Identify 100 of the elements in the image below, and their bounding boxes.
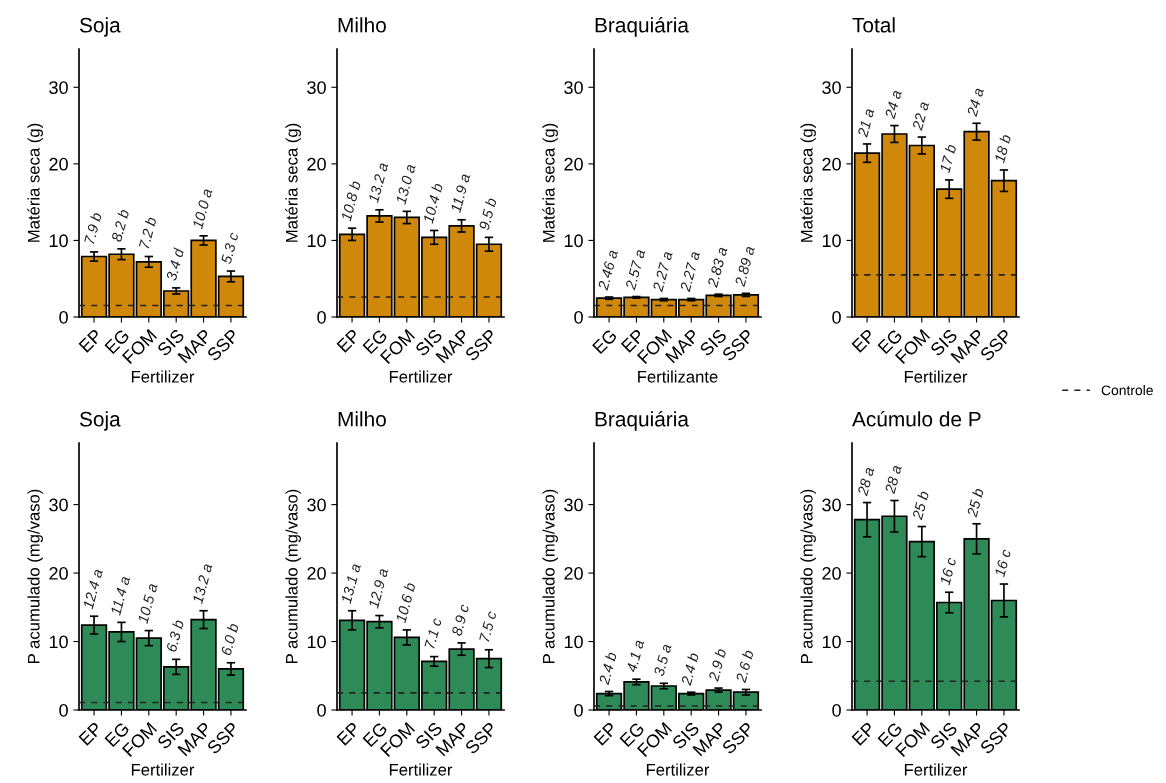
y-axis-title: P acumulado (mg/vaso) (800, 489, 816, 663)
data-label: 13.2 a (192, 563, 213, 605)
data-label: 2.4 b (598, 651, 617, 686)
data-label: 12.4 a (82, 568, 103, 610)
x-axis-title: Fertilizer (389, 763, 453, 776)
data-label: 2.9 b (707, 648, 727, 682)
data-label: 10.8 b (340, 180, 361, 222)
data-label: 16 c (994, 548, 1012, 578)
data-label: 11.9 a (450, 173, 471, 214)
data-label: 17 b (939, 143, 957, 174)
y-tick-label: 0 (832, 310, 841, 324)
data-label: 10.5 a (137, 582, 158, 624)
y-tick-label: 0 (574, 310, 583, 324)
y-tick-label: 10 (49, 635, 68, 649)
y-tick-label: 0 (59, 310, 68, 324)
data-label: 7.9 b (83, 211, 102, 245)
x-tick-label: SSP (979, 328, 1013, 362)
data-label: 28 a (884, 464, 902, 495)
data-label: 2.89 a (734, 245, 755, 288)
chart-title: Soja (79, 411, 121, 431)
data-label: 2.46 a (597, 249, 618, 291)
y-tick-label: 30 (49, 81, 68, 95)
chart-title: Soja (79, 17, 121, 37)
data-label: 25 b (966, 487, 984, 518)
x-tick-label: EP (851, 721, 876, 746)
chart-title: Braquiária (595, 410, 689, 431)
x-tick-label: EP (336, 328, 361, 353)
data-label: 24 a (966, 87, 984, 118)
y-tick-label: 10 (564, 234, 583, 248)
x-axis-title: Fertilizer (131, 763, 195, 776)
data-label: 24 a (884, 89, 902, 120)
y-tick-label: 10 (822, 635, 841, 649)
chart-title: Milho (338, 411, 386, 427)
data-label: 7.2 b (138, 216, 157, 249)
data-label: 2.27 a (652, 250, 673, 293)
y-tick-label: 20 (49, 157, 68, 171)
data-label: 11.4 a (110, 575, 131, 616)
y-tick-label: 20 (822, 567, 841, 580)
data-label: 10.6 b (395, 582, 416, 624)
data-label: 2.6 b (735, 649, 754, 684)
data-label: 3.5 a (653, 643, 672, 677)
data-label: 16 c (939, 556, 957, 586)
y-tick-label: 10 (822, 234, 841, 248)
y-tick-label: 10 (307, 234, 326, 248)
x-axis-title: Fertilizer (389, 370, 453, 383)
y-axis-title: P acumulado (mg/vaso) (27, 489, 43, 663)
y-tick-label: 30 (307, 498, 326, 512)
x-tick-label: SSP (206, 721, 240, 755)
y-tick-label: 0 (317, 703, 326, 717)
x-tick-label: EP (593, 721, 618, 746)
data-label: 2.27 a (679, 250, 701, 293)
y-tick-label: 30 (564, 498, 583, 512)
y-tick-label: 30 (564, 81, 583, 95)
y-tick-label: 0 (574, 703, 583, 717)
data-label: 8.9 c (451, 603, 470, 637)
y-tick-label: 0 (832, 703, 841, 717)
x-tick-label: EP (78, 328, 103, 353)
data-label: 12.9 a (368, 567, 389, 609)
x-tick-label: EP (336, 721, 361, 746)
chart-title: Total (852, 17, 895, 33)
y-axis-title: Matéria seca (g) (285, 123, 301, 242)
chart-title: Milho (338, 17, 386, 33)
data-label: 22 a (911, 101, 930, 131)
y-tick-label: 10 (307, 635, 326, 649)
y-tick-label: 20 (307, 157, 326, 171)
x-axis-title: Fertilizer (904, 370, 968, 383)
data-label: 5.3 c (220, 231, 239, 265)
data-label: 2.83 a (707, 246, 728, 288)
y-axis-title: Matéria seca (g) (27, 123, 43, 242)
x-tick-label: EG (592, 328, 618, 355)
x-tick-label: EP (851, 328, 876, 353)
y-tick-label: 30 (822, 498, 841, 512)
y-tick-label: 20 (307, 567, 326, 580)
y-axis-title: Matéria seca (g) (542, 123, 558, 242)
data-label: 13.0 a (395, 163, 416, 205)
y-tick-label: 10 (564, 635, 583, 649)
data-label: 13.2 a (368, 162, 389, 204)
x-axis-title: Fertilizer (904, 763, 968, 776)
y-tick-label: 30 (49, 498, 68, 512)
data-label: 7.5 c (479, 610, 497, 642)
y-tick-label: 30 (822, 81, 841, 95)
x-tick-label: EP (78, 721, 103, 746)
x-tick-label: SSP (979, 721, 1013, 755)
y-tick-label: 0 (317, 310, 326, 324)
data-label: 10.4 b (422, 182, 444, 224)
data-label: 6.3 b (165, 619, 185, 653)
data-label: 9.5 b (478, 197, 497, 231)
data-label: 4.1 a (626, 639, 645, 673)
y-tick-label: 20 (564, 157, 583, 171)
data-label: 13.1 a (340, 563, 361, 605)
data-label: 7.1 c (424, 617, 443, 649)
y-axis-title: Matéria seca (g) (800, 123, 816, 242)
x-axis-title: Fertilizer (131, 370, 195, 383)
y-tick-label: 10 (49, 234, 68, 248)
y-axis-title: P acumulado (mg/vaso) (285, 489, 301, 663)
data-label: 10.0 a (192, 188, 213, 230)
data-label: 2.4 b (680, 652, 700, 686)
x-axis-title: Fertilizante (638, 370, 718, 383)
y-axis-title: P acumulado (mg/vaso) (542, 489, 558, 663)
x-axis-title: Fertilizer (646, 763, 710, 776)
